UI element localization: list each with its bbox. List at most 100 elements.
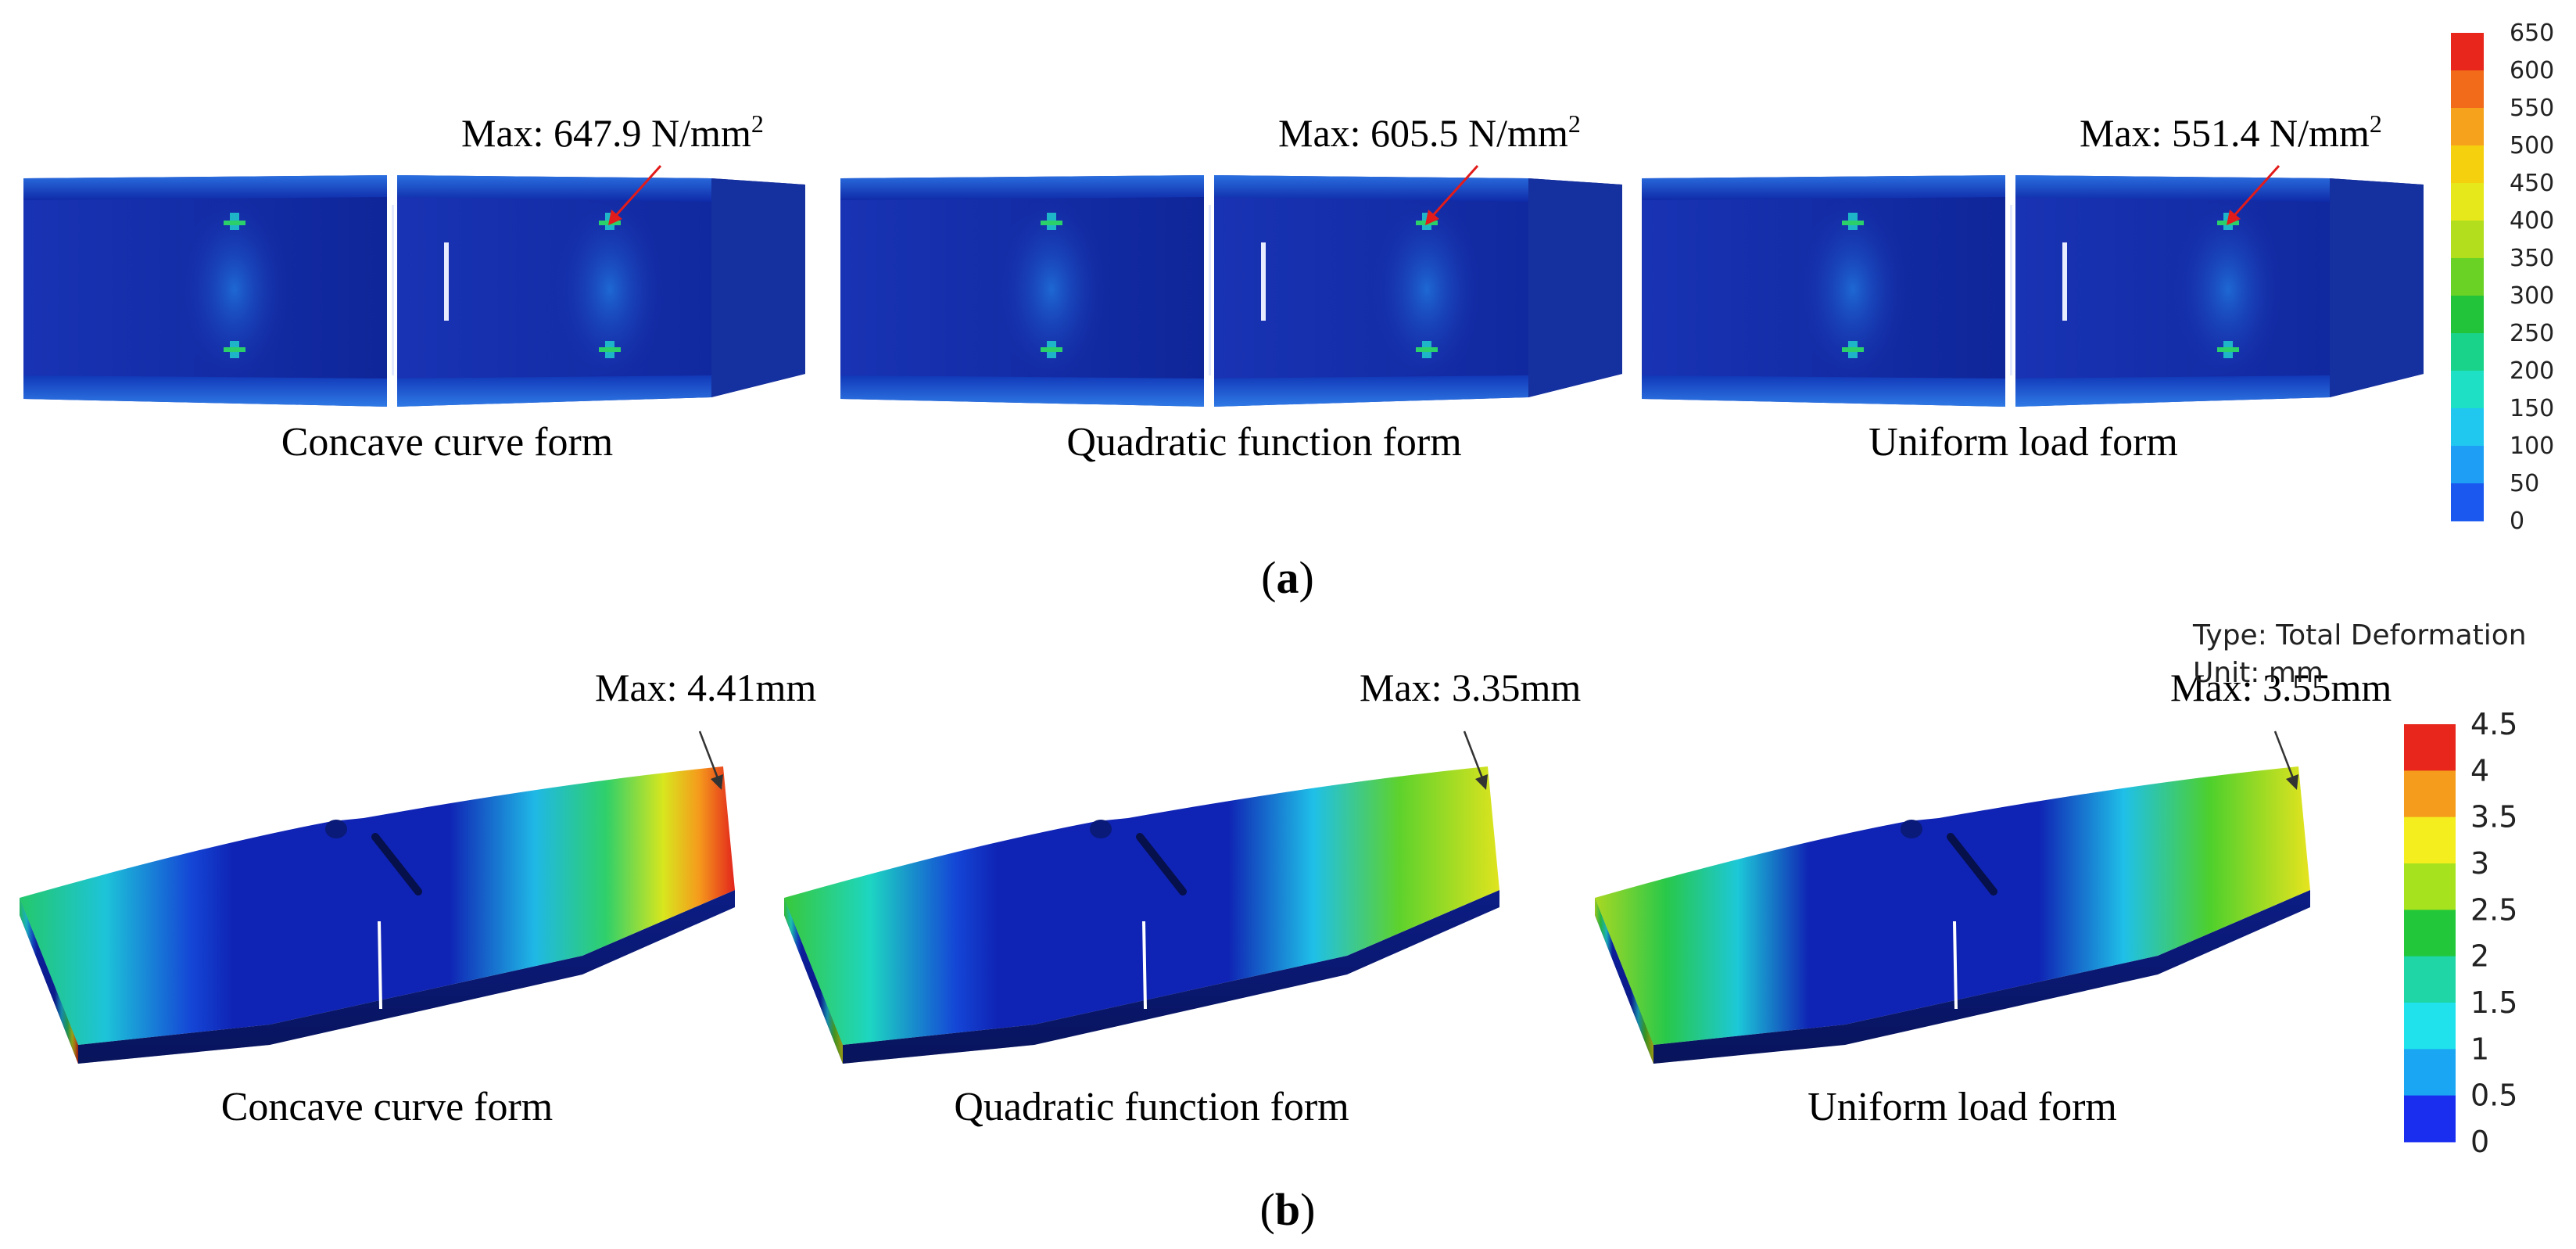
- stress-max-unit: N/mm: [1459, 111, 1568, 155]
- deformation-max-arrowhead: [711, 774, 723, 790]
- stress-max-arrowhead: [1425, 210, 1439, 225]
- deformation-legend-tick-1: 4.5: [2470, 707, 2517, 741]
- stress-left-top-face: [840, 175, 1204, 200]
- panel-a-label-close: ): [1299, 552, 1314, 603]
- stress-max-value: 551.4: [2172, 111, 2260, 155]
- stress-legend-tick-6: 400: [2510, 207, 2554, 235]
- stress-right-bottom-face: [1214, 375, 1528, 407]
- deformation-max-label: Max: 3.35mm: [1360, 666, 1581, 709]
- stress-glow-1: [1798, 196, 1908, 383]
- stress-max-label: Max: 647.9 N/mm2: [461, 109, 764, 155]
- deformation-legend-tick-9: 0.5: [2470, 1079, 2517, 1113]
- stress-left-top-face: [1642, 175, 2005, 200]
- stress-end-face: [711, 178, 805, 397]
- stress-glow-1: [180, 196, 289, 383]
- stress-max-unit-exponent: 2: [1568, 109, 1581, 138]
- stress-glow-1: [997, 196, 1106, 383]
- deformation-legend-tick-8: 1: [2470, 1032, 2489, 1066]
- stress-right-top-face: [397, 175, 711, 202]
- deformation-notch: [1901, 820, 1922, 838]
- stress-hotspot-bottom-band-1: [1842, 347, 1864, 352]
- stress-model-2: Max: 605.5 N/mm2 Quadratic function form: [840, 109, 1622, 465]
- stress-hotspot-top-band-1: [1842, 221, 1864, 225]
- stress-left-bottom-face: [1642, 375, 2005, 407]
- deformation-legend-swatch-1: [2404, 724, 2456, 771]
- stress-legend-swatch-9: [2451, 333, 2484, 371]
- deformation-max-label: Max: 4.41mm: [595, 666, 816, 709]
- stress-max-label: Max: 605.5 N/mm2: [1278, 109, 1581, 155]
- stress-joint-line: [1209, 205, 1211, 375]
- stress-legend-tick-1: 650: [2510, 20, 2554, 47]
- deformation-legend-tick-6: 2: [2470, 939, 2489, 974]
- legend-b-unit: Unit: mm: [2193, 657, 2323, 689]
- stress-left-bottom-face: [840, 375, 1204, 407]
- stress-left-bottom-face: [23, 375, 387, 407]
- stress-max-arrow: [610, 164, 662, 222]
- stress-model-1: Max: 647.9 N/mm2 Concave curve form: [23, 109, 805, 465]
- stress-legend-tick-2: 600: [2510, 57, 2554, 84]
- panel-b-label-open: (: [1260, 1184, 1275, 1235]
- deformation-caption: Concave curve form: [221, 1085, 553, 1129]
- deformation-top-surface: [1595, 766, 2310, 1045]
- deformation-model-1: Max: 4.41mm Concave curve form: [20, 666, 816, 1129]
- deformation-joint-line: [378, 921, 382, 1010]
- stress-notch-bottom: [2006, 375, 2015, 410]
- stress-right-top-face: [2015, 175, 2330, 202]
- stress-legend-swatch-12: [2451, 446, 2484, 484]
- panel-b-label-letter: b: [1275, 1184, 1300, 1235]
- stress-hotspot-bottom-band-1: [1041, 347, 1062, 352]
- stress-hotspot-bottom-band-2: [2217, 347, 2239, 352]
- stress-hotspot-top-band-1: [224, 221, 245, 225]
- stress-glow-2: [555, 196, 665, 383]
- deformation-top-surface: [20, 766, 735, 1045]
- deformation-joint-line: [1953, 921, 1958, 1010]
- legend-b-title: Type: Total Deformation: [2192, 619, 2527, 651]
- deformation-max-label: Max: 3.55mm: [2170, 666, 2391, 709]
- deformation-legend-swatch-5: [2404, 910, 2456, 957]
- stress-max-value: 647.9: [554, 111, 642, 155]
- stress-legend-swatch-8: [2451, 296, 2484, 334]
- deformation-legend-swatch-3: [2404, 817, 2456, 864]
- deformation-legend: 4.5 4 3.5 3 2.5 2 1.5 1 0.5 0: [2404, 707, 2517, 1159]
- deformation-legend-tick-4: 3: [2470, 846, 2489, 881]
- stress-joint-line: [2010, 205, 2012, 375]
- deformation-caption: Quadratic function form: [954, 1085, 1349, 1129]
- stress-max-unit: N/mm: [642, 111, 751, 155]
- panel-a-label: (a): [1261, 552, 1314, 603]
- deformation-max-arrow: [698, 730, 721, 783]
- deformation-notch: [1090, 820, 1112, 838]
- stress-max-arrow: [1427, 164, 1479, 222]
- stress-max-label: Max: 551.4 N/mm2: [2080, 109, 2382, 155]
- panel-a-label-letter: a: [1277, 552, 1299, 603]
- deformation-max-arrow: [1463, 730, 1485, 783]
- deformation-slot: [371, 833, 422, 895]
- deformation-side-shade: [20, 890, 735, 1064]
- stress-legend-swatch-10: [2451, 371, 2484, 409]
- stress-legend-swatch-11: [2451, 408, 2484, 447]
- stress-legend-tick-3: 550: [2510, 95, 2554, 122]
- deformation-notch: [325, 820, 347, 838]
- stress-caption: Concave curve form: [281, 420, 613, 465]
- stress-joint-line: [392, 205, 394, 375]
- deformation-side-shade: [1595, 890, 2310, 1064]
- stress-slot: [444, 242, 449, 321]
- stress-max-arrowhead: [2227, 210, 2241, 225]
- panel-b-deformation: Max: 4.41mm Concave curve form Max: 3.35mm…: [20, 666, 2517, 1159]
- deformation-slot: [1136, 833, 1187, 895]
- stress-max-unit: N/mm: [2260, 111, 2370, 155]
- stress-max-value: 605.5: [1370, 111, 1459, 155]
- stress-glow-2: [2173, 196, 2283, 383]
- deformation-legend-tick-2: 4: [2470, 753, 2489, 788]
- stress-max-prefix: Max:: [1278, 111, 1370, 155]
- stress-right-top-face: [1214, 175, 1528, 202]
- stress-hotspot-bottom-band-2: [1416, 347, 1438, 352]
- stress-end-face: [2330, 178, 2424, 397]
- stress-legend-tick-14: 0: [2510, 508, 2524, 535]
- stress-slot: [1261, 242, 1266, 321]
- stress-slot: [2062, 242, 2067, 321]
- stress-legend-swatch-2: [2451, 70, 2484, 109]
- deformation-max-arrow: [2273, 730, 2296, 783]
- stress-max-prefix: Max:: [461, 111, 554, 155]
